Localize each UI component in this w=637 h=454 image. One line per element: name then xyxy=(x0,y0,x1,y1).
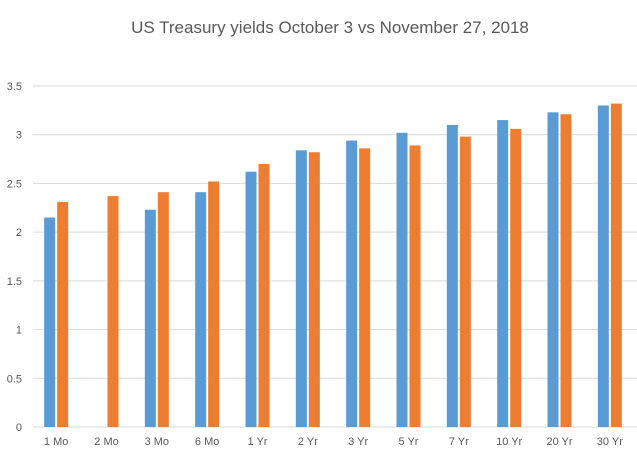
y-tick-label: 0.5 xyxy=(7,373,22,385)
x-tick-label: 1 Mo xyxy=(44,436,68,448)
x-tick-label: 30 Yr xyxy=(597,436,623,448)
bar-series-1-1-mo xyxy=(44,217,56,427)
bar-series-1-5-yr xyxy=(396,132,408,427)
bar-series-1-20-yr xyxy=(547,112,559,427)
bar-series-1-10-yr xyxy=(497,120,509,427)
bar-series-2-2-yr xyxy=(308,152,320,427)
bar-series-1-2-yr xyxy=(295,150,307,427)
y-tick-label: 2.5 xyxy=(7,178,22,190)
bar-series-2-5-yr xyxy=(409,145,421,427)
bar-series-2-6-mo xyxy=(208,181,220,427)
bar-series-2-3-mo xyxy=(157,192,169,427)
bar-series-2-3-yr xyxy=(359,148,371,427)
x-tick-label: 20 Yr xyxy=(546,436,572,448)
x-tick-label: 3 Yr xyxy=(348,436,368,448)
x-tick-label: 2 Yr xyxy=(298,436,318,448)
bar-series-1-3-mo xyxy=(144,209,156,427)
bar-series-2-10-yr xyxy=(510,128,522,427)
y-tick-label: 0 xyxy=(16,422,22,434)
y-tick-label: 3.5 xyxy=(7,81,22,93)
x-tick-label: 3 Mo xyxy=(145,436,169,448)
bar-series-2-30-yr xyxy=(610,103,622,427)
y-tick-label: 1 xyxy=(16,325,22,337)
y-tick-label: 3 xyxy=(16,130,22,142)
bar-series-2-7-yr xyxy=(459,136,471,428)
y-tick-label: 2 xyxy=(16,227,22,239)
bar-series-2-20-yr xyxy=(560,114,572,428)
x-tick-label: 2 Mo xyxy=(94,436,118,448)
bar-series-1-6-mo xyxy=(195,192,207,427)
chart-title: US Treasury yields October 3 vs November… xyxy=(131,18,529,37)
x-tick-label: 5 Yr xyxy=(399,436,419,448)
x-tick-label: 7 Yr xyxy=(449,436,469,448)
bar-series-2-1-yr xyxy=(258,163,270,427)
y-tick-label: 1.5 xyxy=(7,276,22,288)
x-tick-label: 10 Yr xyxy=(496,436,522,448)
bar-series-1-3-yr xyxy=(346,140,358,427)
bar-series-1-1-yr xyxy=(245,171,257,427)
bar-series-2-2-mo xyxy=(107,196,119,427)
bar-series-1-7-yr xyxy=(446,124,458,427)
x-tick-label: 6 Mo xyxy=(195,436,219,448)
bar-series-2-1-mo xyxy=(57,201,69,427)
x-tick-label: 1 Yr xyxy=(248,436,268,448)
bar-series-1-30-yr xyxy=(597,105,609,427)
